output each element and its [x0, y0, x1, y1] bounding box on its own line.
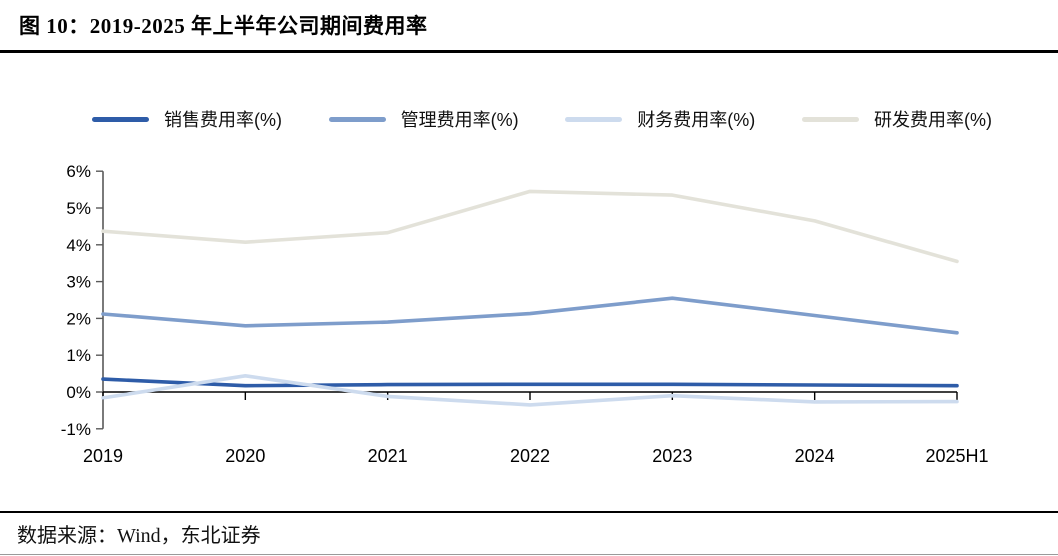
bottom-edge-rule: [0, 554, 1058, 555]
x-tick-label: 2024: [795, 446, 835, 466]
legend-item-sales-expense[interactable]: 销售费用率(%): [92, 106, 282, 132]
source-divider: [0, 511, 1058, 513]
data-source-note: 数据来源：Wind，东北证券: [17, 525, 261, 547]
x-tick-label: 2023: [652, 446, 692, 466]
sales-line-swatch-icon: [92, 116, 149, 122]
legend-item-rd-expense[interactable]: 研发费用率(%): [801, 106, 992, 132]
series-line-1: [101, 296, 959, 335]
series-line-2: [101, 373, 959, 407]
legend-label-rd: 研发费用率(%): [873, 110, 992, 130]
y-tick-label: 3%: [66, 273, 91, 292]
x-tick-label: 2021: [368, 446, 408, 466]
legend-label-sales: 销售费用率(%): [164, 110, 282, 130]
y-tick-label: 5%: [66, 199, 91, 218]
legend-label-admin: 管理费用率(%): [400, 110, 519, 130]
finance-line-swatch-icon: [565, 116, 623, 122]
series-line-0: [101, 377, 959, 388]
legend-item-finance-expense[interactable]: 财务费用率(%): [565, 106, 755, 132]
title-divider: [0, 50, 1058, 53]
rd-line-swatch-icon: [801, 116, 859, 122]
x-tick-label: 2022: [510, 446, 550, 466]
y-tick-label: 4%: [66, 236, 91, 255]
y-tick-label: 0%: [66, 383, 91, 402]
x-tick-label: 2019: [83, 446, 123, 466]
series-line-3: [101, 189, 959, 264]
y-tick-label: 6%: [66, 162, 91, 181]
y-tick-label: 1%: [66, 346, 91, 365]
legend-label-finance: 财务费用率(%): [637, 110, 756, 130]
y-tick-label: 2%: [66, 309, 91, 328]
y-tick-label: -1%: [61, 420, 91, 439]
legend-item-admin-expense[interactable]: 管理费用率(%): [328, 106, 519, 132]
x-tick-label: 2025H1: [925, 446, 988, 466]
chart-legend: 销售费用率(%) 管理费用率(%) 财务费用率(%) 研发费用率(%): [92, 106, 992, 132]
admin-line-swatch-icon: [328, 116, 386, 122]
x-tick-label: 2020: [225, 446, 265, 466]
figure-title: 图 10：2019-2025 年上半年公司期间费用率: [19, 14, 428, 38]
